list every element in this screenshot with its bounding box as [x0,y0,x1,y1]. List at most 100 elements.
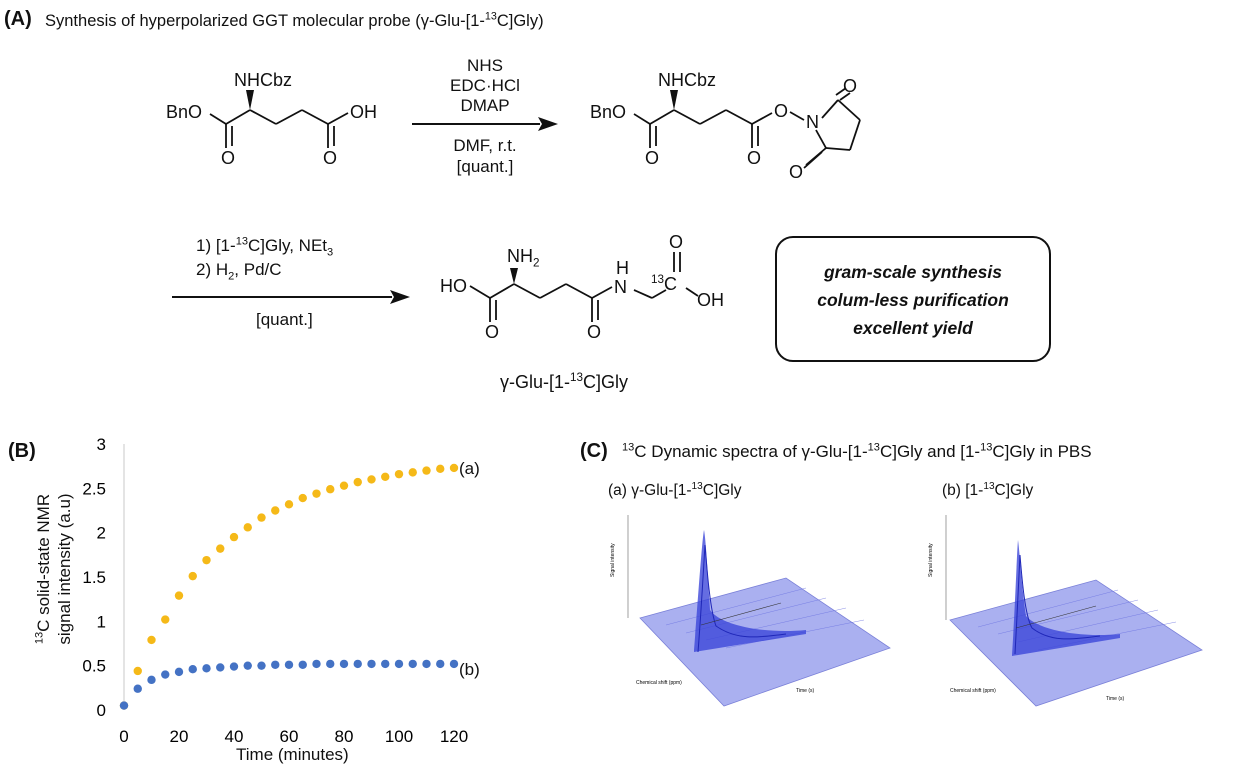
y-axis-label-b: Time (s) [1106,696,1124,702]
x-tick-label: 0 [119,727,128,746]
panel-b-chart: 0 0.5 1 1.5 2 2.5 3 0 20 40 60 80 100 120 [82,435,468,746]
y-tick-label: 0.5 [82,657,106,676]
product-name: γ-Glu-[1-13C]Gly [500,371,629,392]
x-tick-label: 80 [335,727,354,746]
series-a-point [367,475,376,484]
peak-b [1012,540,1120,656]
series-b-point [326,659,335,669]
plot-a-label: (a) γ-Glu-[1-13C]Gly [608,480,742,499]
product-o-top: O [669,232,684,252]
series-a-point [174,591,184,600]
product-13c: 13C [651,273,678,294]
plot-b-label: (b) [1-13C]Gly [942,480,1034,499]
panel-c-title: 13C Dynamic spectra of γ-Glu-[1-13C]Gly … [622,441,1092,461]
y-tick-label: 3 [97,435,106,454]
series-a-point [161,615,170,624]
series-a-point [422,466,431,475]
mol2-bno: BnO [590,102,627,122]
series-b-point [133,684,142,693]
x-tick-label: 100 [385,727,413,746]
series-b-point [119,701,129,710]
reaction-scheme-bonds [172,87,861,322]
product-oh: OH [697,290,724,310]
series-a-point [394,469,404,479]
series-b-label: (b) [459,660,480,679]
series-a-point [312,489,321,498]
product-o1: O [485,322,500,342]
series-b-point [271,660,280,669]
series-b-point [147,675,156,685]
series-b-point [422,659,431,669]
z-axis-label-b: Signal intensity [928,543,934,577]
step1-reagents: NHS EDC·HCl DMAP [425,56,545,116]
series-a-point [339,481,349,490]
panel-a-title: Synthesis of hyperpolarized GGT molecula… [45,10,544,30]
series-a-point [188,571,197,581]
box-line-yield: excellent yield [853,318,973,338]
product-o2: O [587,322,602,342]
x-tick-label: 120 [440,727,468,746]
spectrum-3d-a: Signal intensity Chemical shift (ppm) Ti… [610,515,891,707]
series-b-point [367,659,376,669]
y-axis-label-a: Time (s) [796,688,814,694]
mol1-nhcbz: NHCbz [234,70,293,90]
series-a-point [216,544,225,553]
series-a-point [202,555,211,565]
step2-yield: [quant.] [256,310,313,329]
mol1-oh: OH [350,102,377,122]
series-b-point [312,659,321,669]
series-b-point [284,660,294,669]
step1-yield: [quant.] [456,157,514,176]
series-b-point [174,667,184,677]
series-a-point [353,477,362,487]
mol2-o-bottom: O [789,162,804,182]
z-axis-label-a: Signal intensity [610,543,616,577]
reagent-nhs: NHS [467,56,503,75]
series-b-point [449,659,459,669]
product-h: H [616,258,629,278]
panel-b-xlabel: Time (minutes) [236,745,349,764]
x-tick-label: 40 [225,727,244,746]
series-a-point [408,468,417,477]
series-b-point [257,661,266,670]
spectrum-3d-b: Signal intensity Chemical shift (ppm) Ti… [928,515,1203,707]
x-tick-label: 20 [170,727,189,746]
series-b-point [216,663,225,672]
x-axis-label-a: Chemical shift (ppm) [636,680,682,686]
series-b-point [339,659,349,669]
mol2-n: N [806,112,819,132]
series-a-point [449,463,459,473]
surface-a [639,577,891,707]
series-b-point [202,664,211,673]
series-a-point [436,464,445,474]
mol2-nhcbz: NHCbz [658,70,717,90]
series-b-point [381,659,390,669]
panel-a-label: (A) [4,8,32,30]
series-a-point [298,493,307,503]
series-b-point [394,659,404,669]
box-line-gram-scale: gram-scale synthesis [823,262,1002,282]
series-a-point [243,523,252,532]
y-tick-label: 1 [97,612,106,631]
series-a-point [271,506,280,515]
panel-b-label: (B) [8,440,36,462]
series-b-point [436,659,445,669]
series-a-point [284,500,294,509]
series-a-point [229,532,239,542]
step2-line1: 1) [1-13C]Gly, NEt3 [196,235,334,259]
series-b-point [243,661,252,670]
product-ho: HO [440,276,467,296]
series-a-point [133,666,142,676]
series-a-point [257,513,266,522]
mol2-o2: O [747,148,762,168]
series-a-label: (a) [459,459,480,478]
step1-conditions: DMF, r.t. [quant.] [425,135,545,177]
panel-c-label: (C) [580,440,608,462]
mol2-o-top: O [843,76,858,96]
step2-line2: 2) H2, Pd/C [196,260,282,283]
series-b-point [229,662,239,671]
step1-solvent: DMF, r.t. [453,136,517,155]
y-tick-label: 2 [97,524,106,543]
panel-b-ylabel: 13C solid-state NMR signal intensity (a.… [33,493,74,645]
series-b-point [353,659,362,669]
